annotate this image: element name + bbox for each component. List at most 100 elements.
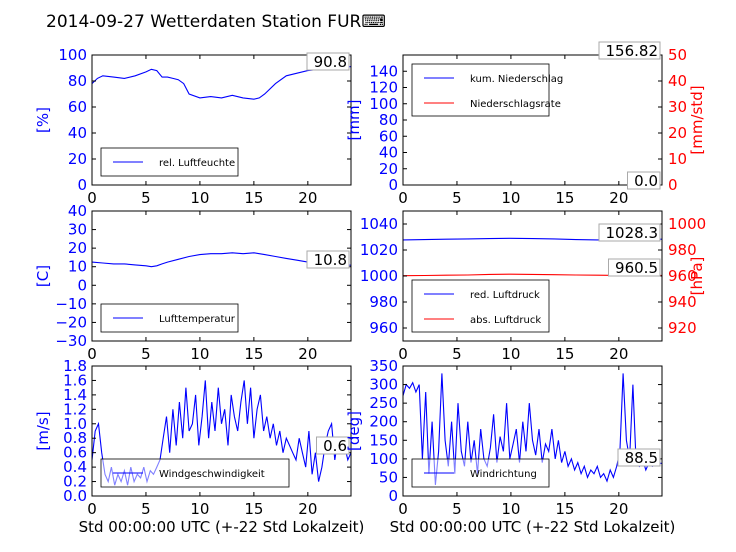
y-axis-label: [%] <box>34 107 52 133</box>
y-tick-label: 100 <box>58 46 87 64</box>
x-tick-label: 5 <box>452 345 462 363</box>
y-tick-label: 1.2 <box>63 400 87 418</box>
y-right-tick-label: 20 <box>668 124 687 142</box>
legend-entry: Niederschlagsrate <box>470 99 561 110</box>
y-tick-label: 300 <box>369 376 398 394</box>
value-annotation-box <box>316 436 350 455</box>
y-tick-label: 20 <box>68 150 87 168</box>
chart-panel-precipitation: 0 5 10 15 2002040608010012014001020304050[mm… <box>345 41 706 207</box>
value-annotation: 10.8 <box>314 251 347 269</box>
y-tick-label: 1.4 <box>63 386 87 404</box>
x-tick-label: 0 <box>87 345 97 363</box>
x-tick-label: 20 <box>609 500 628 518</box>
y-tick-label: 980 <box>369 293 398 311</box>
legend: rel. Luftfeuchte <box>100 147 239 177</box>
y-tick-label: 40 <box>68 202 87 220</box>
y-tick-label: 10 <box>68 258 87 276</box>
y-tick-label: 120 <box>369 79 398 97</box>
legend-box <box>411 279 550 333</box>
y-tick-label: 1000 <box>360 267 398 285</box>
legend: kum. Niederschlag Niederschlagsrate <box>411 63 563 117</box>
legend: red. Luftdruck abs. Luftdruck <box>411 279 550 333</box>
x-tick-label: 10 <box>501 500 520 518</box>
x-tick-label: 15 <box>244 189 263 207</box>
x-tick-label: 15 <box>244 500 263 518</box>
x-tick-label: 15 <box>555 189 574 207</box>
x-tick-label: 5 <box>141 500 151 518</box>
y-axis-label: [m/s] <box>34 411 52 450</box>
y-axis-label: [mm] <box>345 100 363 141</box>
y-right-tick-label: 0 <box>668 176 678 194</box>
x-tick-label: 10 <box>190 189 209 207</box>
y-tick-label: 80 <box>68 72 87 90</box>
y-tick-label: 100 <box>369 450 398 468</box>
y-right-tick-label: 980 <box>668 241 697 259</box>
x-tick-label: 20 <box>298 189 317 207</box>
value-annotation-right-box <box>627 171 661 190</box>
y-tick-label: 150 <box>369 431 398 449</box>
series-line-temperature-0 <box>92 252 351 268</box>
y-tick-label: 0 <box>77 276 87 294</box>
figure-title: 2014-09-27 Wetterdaten Station FUR⌨ <box>46 12 386 32</box>
y-tick-label: 0.4 <box>63 458 87 476</box>
y-tick-label: 50 <box>379 468 398 486</box>
y-tick-label: 0.8 <box>63 429 87 447</box>
y-tick-label: 0 <box>388 487 398 505</box>
value-annotation-right: 960.5 <box>615 259 658 277</box>
legend: Windrichtung <box>411 458 550 488</box>
x-tick-label: 15 <box>244 345 263 363</box>
legend-entry: kum. Niederschlag <box>470 74 563 85</box>
x-tick-label: 15 <box>555 345 574 363</box>
y-tick-label: 960 <box>369 319 398 337</box>
y-tick-label: 40 <box>379 144 398 162</box>
chart-panel-temperature: 0 5 10 15 20−30−20−10010203040[C]10.8Lufttem… <box>34 202 352 363</box>
value-annotation-box <box>617 448 661 467</box>
y-right-tick-label: 1000 <box>668 215 706 233</box>
y-tick-label: 60 <box>68 98 87 116</box>
y-tick-label: 1.0 <box>63 415 87 433</box>
y-right-tick-label: 960 <box>668 267 697 285</box>
legend-entry: red. Luftdruck <box>470 290 540 301</box>
y-axis-label: [deg] <box>345 411 363 451</box>
y-right-tick-label: 10 <box>668 150 687 168</box>
axes-frame <box>402 365 663 497</box>
x-tick-label: 0 <box>87 500 97 518</box>
legend-entry: rel. Luftfeuchte <box>159 158 235 169</box>
x-axis-label: Std 00:00:00 UTC (+-22 Std Lokalzeit) <box>79 518 365 536</box>
value-annotation-box <box>306 250 350 269</box>
value-annotation-right-box <box>608 258 661 277</box>
axes-frame <box>91 54 352 186</box>
chart-panel-pressure: 0 5 10 15 20 960 980 1000 1020 1040 920 940 960 980 10… <box>360 210 706 363</box>
x-tick-label: 0 <box>398 500 408 518</box>
y-tick-label: 250 <box>369 394 398 412</box>
y-right-axis-label: [hPa] <box>688 257 706 296</box>
legend-entry: Lufttemperatur <box>159 314 236 325</box>
value-annotation-box <box>598 223 661 242</box>
x-tick-label: 10 <box>190 500 209 518</box>
x-tick-label: 15 <box>555 500 574 518</box>
axes-frame <box>91 365 352 497</box>
x-tick-label: 20 <box>298 500 317 518</box>
chart-panel-wind_speed: 0 5 10 15 200.00.20.40.60.81.01.21.41.61.8[m… <box>34 357 364 536</box>
y-tick-label: 350 <box>369 357 398 375</box>
x-tick-label: 5 <box>141 189 151 207</box>
y-tick-label: 1040 <box>360 215 398 233</box>
x-tick-label: 20 <box>609 345 628 363</box>
x-tick-label: 10 <box>501 189 520 207</box>
y-tick-label: 0.2 <box>63 473 87 491</box>
legend-box <box>411 63 550 117</box>
y-tick-label: 100 <box>369 95 398 113</box>
y-tick-label: 80 <box>379 111 398 129</box>
x-tick-label: 20 <box>609 189 628 207</box>
x-tick-label: 5 <box>452 500 462 518</box>
axes-frame <box>91 210 352 342</box>
legend-entry: Windgeschwindigkeit <box>159 469 265 480</box>
y-tick-label: 1.6 <box>63 371 87 389</box>
x-tick-label: 5 <box>452 189 462 207</box>
value-annotation: 156.82 <box>606 42 659 60</box>
y-tick-label: 20 <box>379 160 398 178</box>
x-axis-label: Std 00:00:00 UTC (+-22 Std Lokalzeit) <box>390 518 676 536</box>
chart-panel-humidity: 0 5 10 15 20 0 20 40 60 80 100 [%] 90.8 rel. Luftfeuc… <box>34 46 352 207</box>
y-tick-label: 40 <box>68 124 87 142</box>
